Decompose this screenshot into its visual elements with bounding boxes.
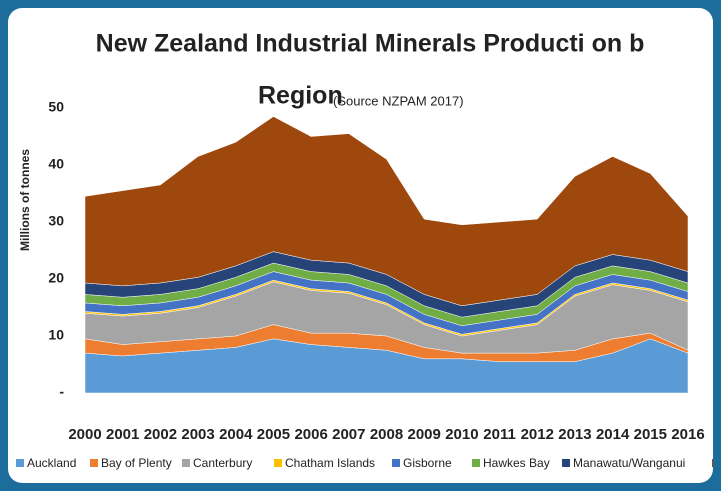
x-tick-label: 2002: [144, 426, 177, 443]
x-tick-label: 2001: [106, 426, 139, 443]
x-tick-label: 2012: [521, 426, 554, 443]
x-tick-label: 2015: [634, 426, 667, 443]
x-tick-label: 2007: [332, 426, 365, 443]
legend-swatch: [562, 459, 570, 467]
legend-swatch: [274, 459, 282, 467]
x-tick-label: 2011: [483, 426, 516, 443]
legend-label: Gisborne: [403, 456, 452, 470]
legend-swatch: [90, 459, 98, 467]
legend-swatch: [182, 459, 190, 467]
x-tick-label: 2005: [257, 426, 290, 443]
legend-swatch: [472, 459, 480, 467]
y-tick-label: 10: [48, 327, 64, 343]
x-tick-label: 2009: [408, 426, 441, 443]
area: [84, 116, 689, 307]
chart-title-line2: Region: [258, 82, 343, 110]
y-axis-label: Millions of tonnes: [18, 149, 32, 251]
subtitle: (Source NZPAM 2017): [333, 93, 464, 108]
x-tick-label: 2010: [445, 426, 478, 443]
legend-swatch: [712, 459, 713, 467]
y-tick-label: 30: [48, 213, 64, 229]
y-tick-label: 40: [48, 156, 64, 172]
x-tick-label: 2003: [181, 426, 214, 443]
legend-label: Hawkes Bay: [483, 456, 550, 470]
x-tick-label: 2000: [68, 426, 101, 443]
legend-label: Canterbury: [193, 456, 252, 470]
legend-label: Chatham Islands: [285, 456, 375, 470]
x-tick-label: 2016: [671, 426, 704, 443]
y-tick-label: 20: [48, 270, 64, 286]
legend-swatch: [392, 459, 400, 467]
y-tick-label: 50: [48, 99, 64, 115]
x-tick-label: 2013: [558, 426, 591, 443]
x-tick-label: 2006: [294, 426, 327, 443]
chart-title: New Zealand Industrial Minerals Producti…: [96, 30, 645, 58]
x-tick-label: 2014: [596, 426, 630, 443]
legend-label: Auckland: [27, 456, 76, 470]
plot: Auckland Bay of Plenty Canterbury Chatham I…: [16, 116, 713, 470]
legend-swatch: [16, 459, 24, 467]
y-tick-label: -: [59, 384, 64, 400]
legend-label: Manawatu/Wanganui: [573, 456, 685, 470]
legend-label: Bay of Plenty: [101, 456, 172, 470]
x-tick-label: 2008: [370, 426, 403, 443]
x-tick-label: 2004: [219, 426, 253, 443]
